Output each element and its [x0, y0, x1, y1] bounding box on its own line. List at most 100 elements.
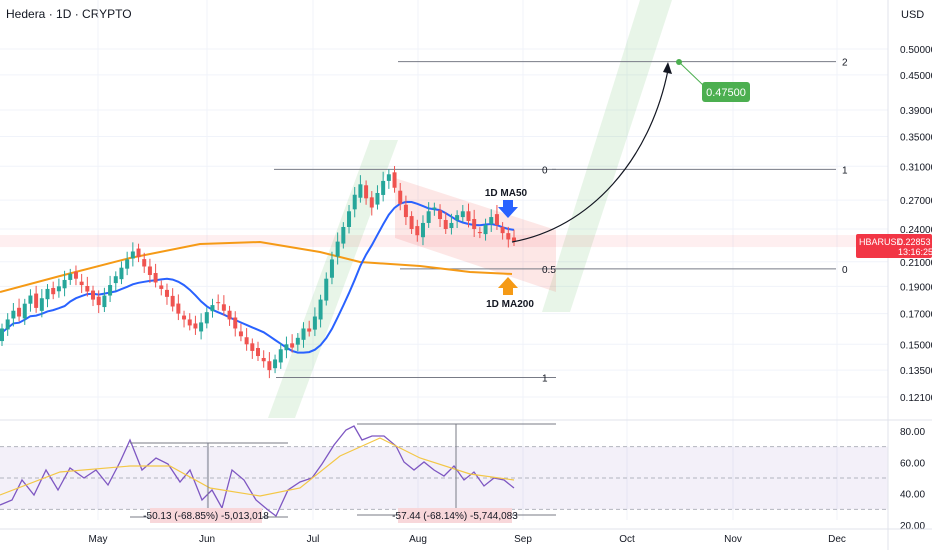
target-leader — [678, 61, 705, 87]
candle-body — [68, 273, 73, 280]
candle-body — [438, 210, 443, 220]
candle-body — [369, 197, 374, 208]
candle-body — [307, 328, 312, 332]
ma50-label: 1D MA50 — [485, 188, 528, 199]
candle-body — [244, 337, 249, 345]
candle-body — [301, 328, 306, 340]
candle-body — [221, 304, 226, 311]
candle-body — [227, 310, 232, 320]
candle-body — [62, 279, 67, 289]
candle-body — [34, 293, 39, 308]
candle-body — [199, 322, 204, 332]
ma50-arrow — [498, 200, 518, 218]
candles — [0, 166, 516, 379]
time-tick: Nov — [724, 534, 742, 545]
candle-body — [164, 289, 169, 297]
candle-body — [443, 219, 448, 230]
last-price-value: 0.22853 — [898, 237, 931, 247]
candle-body — [56, 286, 61, 292]
candle-body — [500, 226, 505, 234]
last-price-tag — [856, 234, 932, 259]
candle-body — [153, 273, 158, 283]
target-value: 0.47500 — [706, 87, 746, 99]
candle-body — [267, 361, 272, 371]
candle-body — [381, 180, 386, 195]
candle-body — [261, 357, 266, 362]
ma200-path — [0, 240, 513, 293]
candle-body — [256, 348, 260, 357]
candle-body — [318, 299, 323, 320]
candle-body — [5, 319, 10, 330]
fib-label: 0.5 — [542, 265, 556, 276]
rsi-tick: 20.00 — [900, 521, 925, 532]
candle-body — [455, 215, 460, 221]
candle-body — [329, 259, 334, 278]
candle-body — [375, 192, 380, 205]
projection-arrow — [511, 69, 669, 243]
rsi-line — [0, 425, 515, 518]
candle-body — [73, 271, 78, 279]
target-badge — [702, 82, 750, 102]
candle-body — [341, 226, 346, 244]
fib-label: 0 — [842, 265, 848, 276]
measure-box — [150, 508, 262, 523]
currency-label: USD — [901, 9, 924, 21]
candle-body — [426, 211, 431, 223]
time-tick: Aug — [409, 534, 427, 545]
candle-body — [187, 319, 192, 326]
candle-body — [250, 343, 255, 351]
candle-body — [182, 315, 187, 320]
candle-body — [147, 266, 152, 275]
candle-body — [85, 286, 90, 292]
candle-body — [290, 343, 295, 348]
candle-body — [312, 316, 317, 330]
time-axis: May Jun Jul Aug Sep Oct Nov Dec — [0, 528, 932, 545]
fib-levels: 0 0.5 1 2 1 0 — [274, 58, 848, 385]
time-tick: May — [89, 534, 108, 545]
rsi-tick: 80.00 — [900, 427, 925, 438]
measure-label: -57.44 (-68.14%) -5,744,083 — [392, 511, 518, 522]
candle-body — [489, 217, 494, 224]
annotations: 0.47500 1D MA50 1D MA200 — [485, 59, 750, 310]
candle-body — [39, 298, 44, 311]
fib-label: 2 — [842, 58, 848, 69]
candle-body — [45, 288, 50, 300]
candle-body — [364, 185, 369, 199]
ma200-arrow — [498, 277, 518, 295]
candle-body — [347, 211, 352, 227]
measure-box — [398, 508, 512, 523]
rsi-tick: 40.00 — [900, 490, 925, 501]
candle-body — [352, 194, 357, 210]
rsi-tick: 60.00 — [900, 458, 925, 469]
candle-body — [506, 233, 511, 240]
candle-body — [415, 226, 420, 236]
candle-body — [295, 337, 300, 345]
candle-body — [170, 295, 175, 307]
rising-channel — [268, 140, 398, 418]
candle-body — [466, 211, 471, 221]
candle-body — [335, 241, 340, 257]
candle-body — [278, 349, 283, 363]
arrow-head — [663, 62, 672, 74]
candle-body — [358, 184, 363, 198]
candle-body — [108, 285, 113, 296]
candle-body — [91, 290, 96, 300]
candle-body — [130, 251, 135, 259]
candle-body — [273, 359, 278, 369]
candle-body — [238, 331, 243, 337]
measure-label: -50.13 (-68.85%) -5,013,018 — [143, 511, 269, 522]
candle-body — [102, 295, 107, 308]
candle-body — [51, 287, 56, 295]
